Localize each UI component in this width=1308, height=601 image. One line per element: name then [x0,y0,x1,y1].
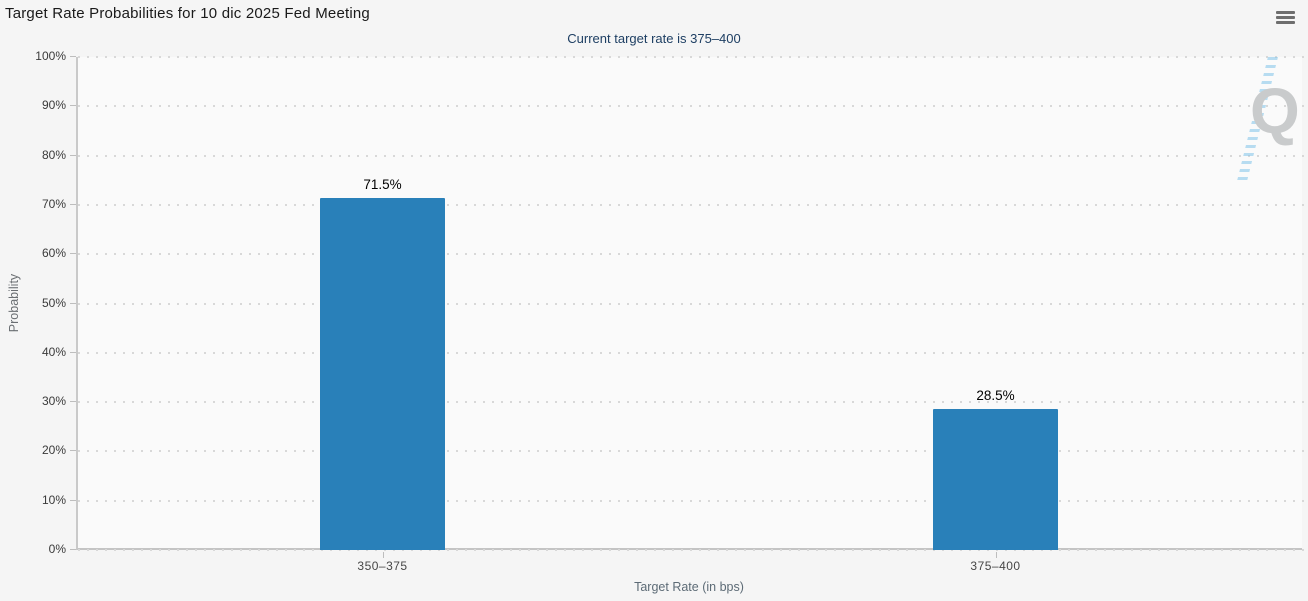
bar-value-label: 28.5% [976,388,1015,404]
y-tick-label: 80% [41,147,66,162]
gridline-90 [78,105,1304,108]
gridline-80 [78,154,1304,157]
x-tick [995,552,997,558]
bar-350-375[interactable] [320,197,445,550]
gridline-100 [78,56,1304,58]
x-axis-title: Target Rate (in bps) [634,580,744,594]
plot-area [76,56,1304,551]
y-tick [70,154,76,156]
gridline-40 [78,351,1304,354]
y-tick [70,450,76,452]
gridline-20 [78,450,1304,453]
chart-title: Target Rate Probabilities for 10 dic 202… [5,5,370,22]
y-tick [70,401,76,403]
menu-button[interactable] [1272,5,1300,29]
y-tick [70,302,76,304]
y-tick-label: 70% [41,196,66,211]
x-tick-label: 350–375 [357,559,408,573]
gridline-60 [78,253,1304,256]
y-tick-label: 90% [41,98,66,113]
y-tick-label: 60% [41,246,66,261]
y-tick [70,499,76,501]
y-tick [70,56,76,57]
bar-value-label: 71.5% [363,176,402,192]
y-tick [70,351,76,353]
hamburger-icon [1276,10,1296,24]
gridline-0 [78,549,1304,551]
gridline-50 [78,302,1304,305]
y-tick [70,253,76,255]
y-tick-label: 0% [48,542,66,556]
gridline-30 [78,401,1304,404]
gridline-10 [78,499,1304,502]
chart-subtitle: Current target rate is 375–400 [567,31,741,46]
gridline-70 [78,203,1304,206]
y-tick-label: 100% [35,49,66,63]
y-tick-label: 20% [41,443,66,458]
y-tick-label: 30% [41,394,66,409]
bar-375-400[interactable] [933,409,1058,550]
y-tick [70,549,76,550]
x-tick [382,552,384,558]
x-tick-label: 375–400 [970,559,1021,573]
y-tick [70,203,76,205]
y-tick [70,105,76,107]
y-tick-label: 10% [41,492,66,507]
y-tick-label: 40% [41,344,66,359]
y-tick-label: 50% [41,295,66,310]
y-axis-title: Probability [7,273,21,333]
